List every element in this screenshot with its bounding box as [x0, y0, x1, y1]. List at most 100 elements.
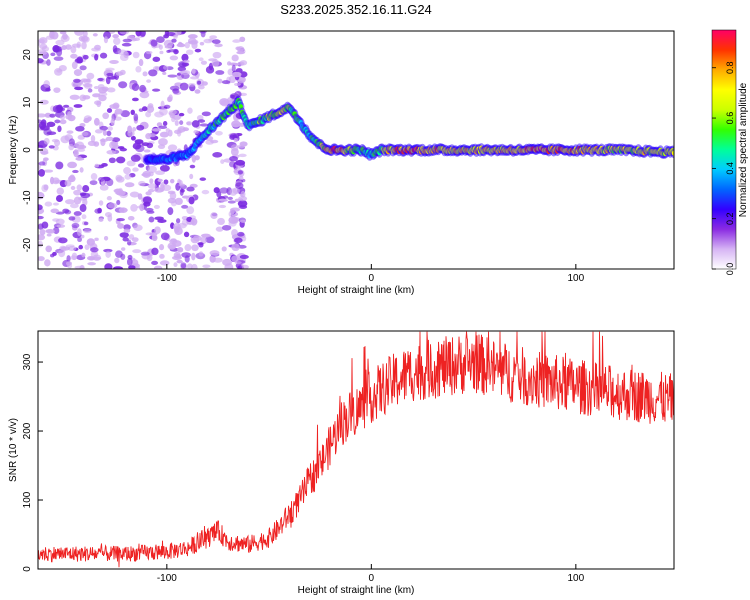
noise-blob [40, 119, 47, 126]
noise-blob [197, 80, 202, 85]
noise-blob [142, 170, 151, 178]
noise-blob [109, 104, 120, 109]
noise-blob [163, 65, 169, 70]
noise-blob [38, 215, 44, 220]
noise-blob [75, 157, 85, 161]
noise-blob [46, 59, 51, 66]
noise-blob [216, 190, 222, 198]
noise-blob [55, 194, 64, 203]
noise-blob [79, 167, 84, 173]
noise-blob [239, 71, 248, 78]
noise-blob [169, 55, 179, 61]
noise-blob [235, 182, 244, 189]
noise-blob [98, 200, 104, 206]
noise-blob [235, 159, 246, 166]
noise-blob [123, 228, 131, 233]
colorbar-tick-label: 0.8 [725, 61, 735, 74]
noise-blob [130, 203, 138, 212]
noise-blob [114, 188, 122, 195]
noise-blob [106, 108, 113, 113]
noise-blob [211, 59, 220, 67]
noise-blob [224, 263, 234, 269]
noise-blob [43, 128, 52, 136]
noise-blob [43, 137, 50, 145]
noise-blob [174, 120, 179, 126]
noise-blob [151, 234, 158, 242]
noise-blob [129, 191, 140, 198]
noise-blob [199, 31, 207, 34]
noise-blob [74, 31, 84, 36]
noise-blob [65, 44, 72, 50]
noise-blob [170, 200, 177, 207]
noise-blob [238, 79, 245, 84]
noise-blob [159, 164, 170, 172]
noise-blob [229, 188, 238, 196]
noise-blob [227, 200, 236, 204]
x-tick-label: 0 [369, 273, 375, 284]
noise-blob [151, 260, 159, 265]
noise-blob [191, 263, 198, 269]
noise-blob [148, 216, 155, 223]
colorbar-tick-label: 0.0 [725, 263, 735, 276]
noise-blob [162, 120, 168, 127]
noise-blob [229, 161, 236, 168]
y-tick-label: 200 [22, 422, 33, 439]
noise-blob [127, 254, 133, 260]
noise-blob [186, 121, 193, 126]
noise-blob [181, 195, 190, 199]
colorbar-tick-label: 0.6 [725, 112, 735, 125]
noise-blob [82, 83, 93, 88]
noise-blob [231, 243, 240, 252]
noise-blob [181, 252, 191, 258]
noise-blob [67, 246, 77, 252]
noise-blob [201, 81, 208, 86]
noise-blob [43, 80, 50, 88]
noise-blob [56, 69, 62, 73]
noise-blob [48, 145, 55, 149]
noise-blob [123, 51, 129, 59]
noise-blob [106, 178, 114, 187]
noise-blob [186, 263, 193, 269]
noise-blob [86, 72, 95, 80]
noise-blob [179, 82, 189, 91]
noise-blob [94, 237, 99, 242]
noise-blob [175, 253, 182, 259]
noise-blob [64, 179, 72, 187]
noise-blob [73, 196, 82, 205]
noise-blob [139, 203, 145, 212]
x-tick-label: 0 [369, 573, 375, 584]
noise-blob [157, 219, 167, 224]
noise-blob [163, 39, 174, 48]
noise-blob [230, 144, 239, 152]
noise-blob [38, 191, 45, 200]
noise-blob [102, 129, 107, 136]
noise-blob [115, 156, 126, 164]
noise-blob [177, 246, 184, 253]
noise-blob [96, 100, 102, 108]
noise-blob [214, 43, 223, 48]
noise-blob [132, 127, 137, 132]
noise-blob [105, 250, 111, 258]
noise-blob [173, 262, 178, 268]
noise-blob [183, 59, 190, 64]
noise-blob [56, 187, 65, 195]
noise-blob [119, 191, 128, 199]
noise-blob [38, 51, 48, 55]
noise-blob [194, 89, 201, 94]
noise-blob [132, 97, 139, 102]
noise-blob [38, 113, 47, 118]
noise-blob [173, 225, 180, 233]
noise-blob [157, 144, 166, 150]
noise-blob [56, 224, 66, 228]
noise-blob [198, 84, 205, 90]
noise-blob [145, 50, 153, 55]
noise-blob [201, 111, 211, 117]
noise-blob [76, 184, 83, 191]
noise-blob [151, 247, 159, 256]
noise-blob [156, 36, 165, 44]
noise-blob [38, 119, 42, 124]
noise-blob [150, 39, 158, 47]
noise-blob [173, 34, 178, 39]
noise-blob [130, 109, 135, 116]
